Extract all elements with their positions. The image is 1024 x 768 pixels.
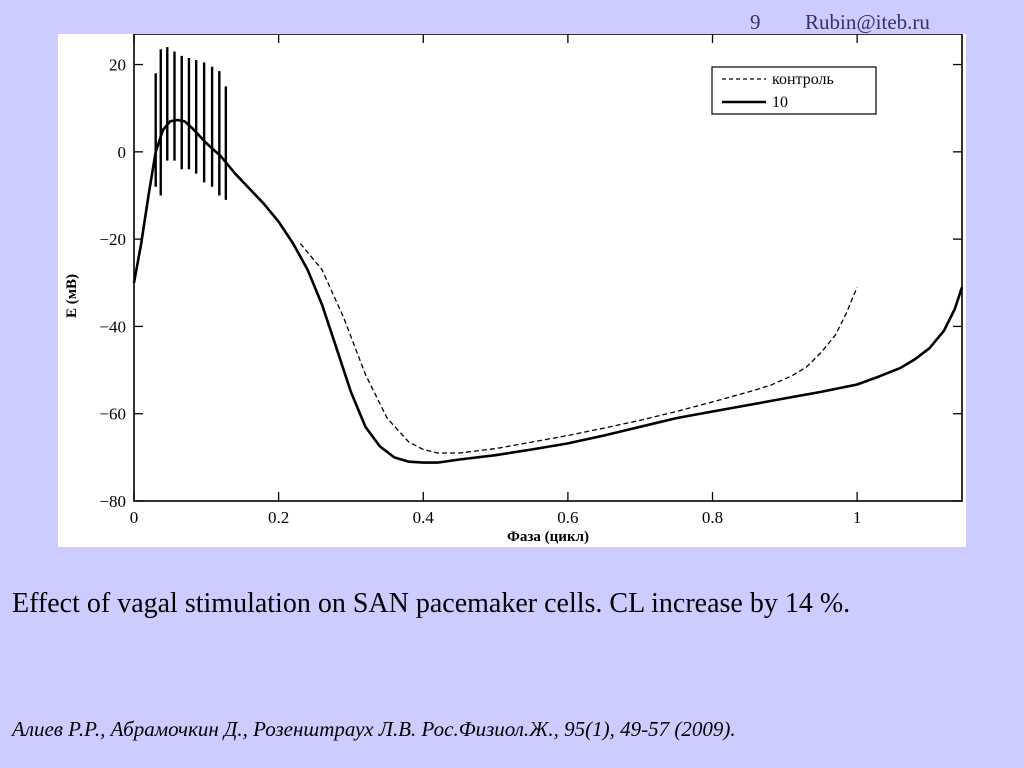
x-axis-ticks: 0 0.2 0.4 0.6 0.8 1 [130, 34, 862, 527]
y-tick-label: −80 [99, 492, 126, 511]
y-tick-label: 20 [109, 56, 126, 75]
legend-label-control: контроль [772, 71, 834, 88]
slide-caption: Effect of vagal stimulation on SAN pacem… [12, 588, 851, 619]
series-line-10 [132, 118, 964, 464]
x-tick-label: 0.2 [268, 508, 289, 527]
legend-box [711, 66, 877, 115]
series-line-control [299, 243, 858, 454]
author-email: Rubin@iteb.ru [805, 10, 930, 34]
series-layer [132, 47, 964, 464]
y-tick-label: −60 [99, 405, 126, 424]
y-tick-label: −20 [99, 230, 126, 249]
y-axis-label: E (мВ) [64, 274, 80, 318]
y-axis-ticks: 20 0 −20 −40 −60 −80 [99, 56, 962, 511]
x-tick-label: 0.4 [413, 508, 435, 527]
legend-label-10: 10 [772, 94, 788, 111]
slide-number: 9 [750, 10, 761, 34]
x-tick-label: 0.8 [702, 508, 723, 527]
y-tick-label: −40 [99, 317, 126, 336]
x-tick-label: 1 [853, 508, 862, 527]
x-tick-label: 0 [130, 508, 139, 527]
slide-header: 9 Rubin@iteb.ru [720, 8, 1010, 38]
membrane-potential-chart: 0 0.2 0.4 0.6 0.8 1 20 0 −20 −40 −60 −80 Фаза (цик… [64, 34, 964, 545]
x-tick-label: 0.6 [557, 508, 578, 527]
citation: Алиев Р.Р., Абрамочкин Д., Розенштраух Л… [12, 717, 736, 741]
y-tick-label: 0 [118, 143, 127, 162]
chart-panel: 0 0.2 0.4 0.6 0.8 1 20 0 −20 −40 −60 −80 Фаза (цик… [58, 34, 966, 547]
legend: контроль 10 [711, 66, 877, 115]
plot-frame [133, 34, 963, 502]
x-axis-label: Фаза (цикл) [507, 529, 589, 545]
